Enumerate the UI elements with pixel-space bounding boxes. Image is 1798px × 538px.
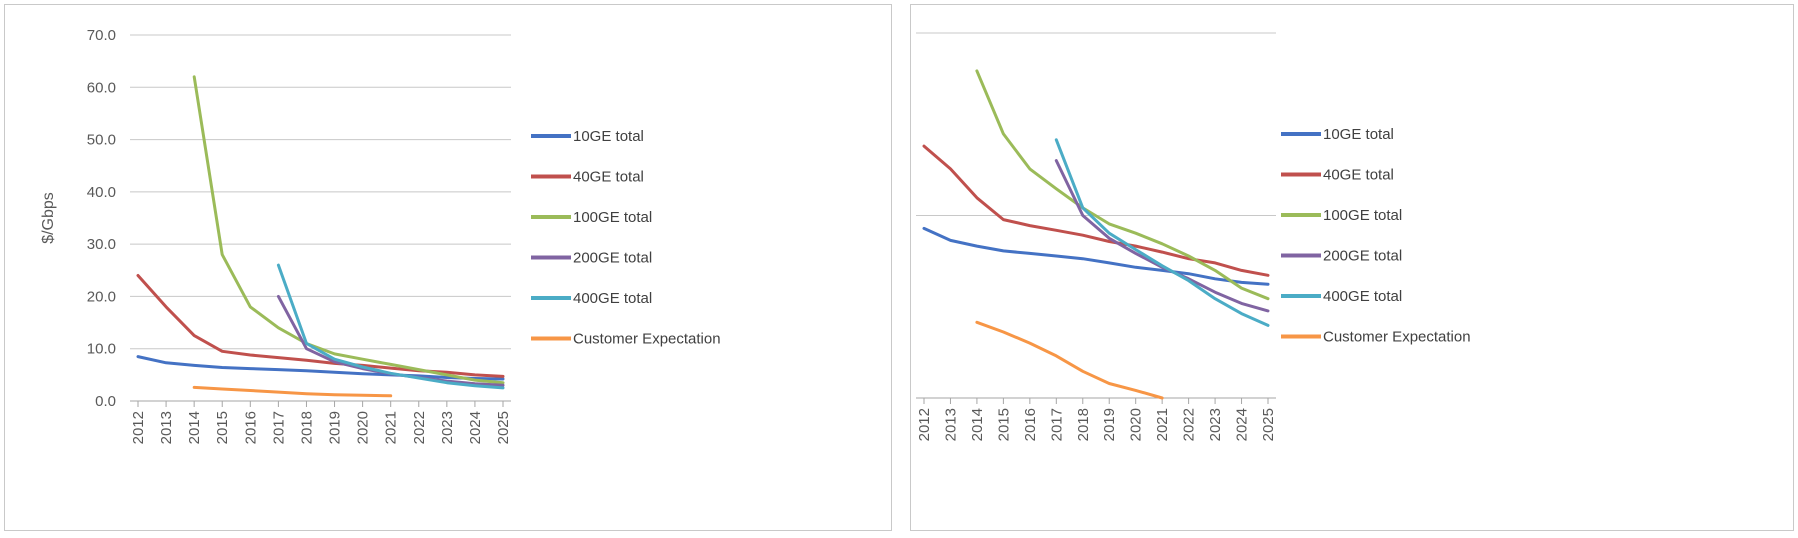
y-tick-label: 0.0 bbox=[95, 393, 116, 410]
x-tick-label: 2023 bbox=[439, 411, 456, 444]
legend-label-200ge-total: 200GE total bbox=[573, 250, 652, 267]
legend-label-200ge-total: 200GE total bbox=[1323, 248, 1402, 265]
x-tick-label: 2013 bbox=[942, 408, 959, 441]
x-tick-label: 2016 bbox=[1022, 408, 1039, 441]
series-line-customer-expectation bbox=[192, 385, 393, 398]
x-tick-label: 2020 bbox=[355, 411, 372, 444]
x-tick-label: 2023 bbox=[1207, 408, 1224, 441]
series-line-customer-expectation bbox=[975, 320, 1164, 400]
series-line-100ge-total bbox=[975, 69, 1270, 301]
legend-label-100ge-total: 100GE total bbox=[1323, 207, 1402, 224]
x-tick-label: 2013 bbox=[158, 411, 175, 444]
legend-label-100ge-total: 100GE total bbox=[573, 209, 652, 226]
x-tick-label: 2020 bbox=[1128, 408, 1145, 441]
x-tick-label: 2025 bbox=[1260, 408, 1277, 441]
x-tick-label: 2021 bbox=[1154, 408, 1171, 441]
x-tick-label: 2022 bbox=[411, 411, 428, 444]
y-tick-label: 40.0 bbox=[87, 184, 116, 201]
x-tick-label: 2025 bbox=[495, 411, 512, 444]
x-tick-label: 2018 bbox=[298, 411, 315, 444]
series-line-40ge-total bbox=[136, 274, 505, 378]
x-tick-label: 2015 bbox=[995, 408, 1012, 441]
x-tick-label: 2021 bbox=[383, 411, 400, 444]
y-tick-label: 30.0 bbox=[87, 236, 116, 253]
log-scale-chart: 110100$/Gbps2012201320142015201620172018… bbox=[916, 32, 1471, 441]
series-line-40ge-total bbox=[922, 144, 1270, 277]
x-tick-label: 2018 bbox=[1075, 408, 1092, 441]
legend-label-10ge-total: 10GE total bbox=[573, 128, 644, 145]
series-line-400ge-total bbox=[276, 263, 505, 390]
x-tick-label: 2022 bbox=[1181, 408, 1198, 441]
legend-label-400ge-total: 400GE total bbox=[573, 290, 652, 307]
y-tick-label: 20.0 bbox=[87, 288, 116, 305]
chart-panel-linear: 0.0 10.0 20.0 30.0 40.0 50.0 60.0 70.0 $/Gbps 201… bbox=[4, 4, 892, 531]
series-line-100ge-total bbox=[192, 75, 505, 385]
x-tick-label: 2019 bbox=[1101, 408, 1118, 441]
y-tick-label: 60.0 bbox=[87, 79, 116, 96]
linear-scale-chart: 0.0 10.0 20.0 30.0 40.0 50.0 60.0 70.0 $/Gbps 201… bbox=[40, 27, 721, 444]
legend-label-customer-expectation: Customer Expectation bbox=[573, 331, 721, 348]
legend-label-400ge-total: 400GE total bbox=[1323, 288, 1402, 305]
x-tick-label: 2017 bbox=[1048, 408, 1065, 441]
legend-label-40ge-total: 40GE total bbox=[573, 169, 644, 186]
x-tick-label: 2016 bbox=[242, 411, 259, 444]
series-line-10ge-total bbox=[922, 226, 1270, 286]
x-tick-label: 2014 bbox=[186, 411, 203, 444]
chart-panel-log: 110100$/Gbps2012201320142015201620172018… bbox=[910, 4, 1794, 531]
series-line-400ge-total bbox=[1054, 138, 1270, 327]
x-tick-label: 2014 bbox=[969, 408, 986, 441]
series-line-10ge-total bbox=[136, 355, 505, 381]
x-tick-label: 2024 bbox=[467, 411, 484, 444]
x-tick-label: 2015 bbox=[214, 411, 231, 444]
legend-label-customer-expectation: Customer Expectation bbox=[1323, 329, 1471, 346]
legend-label-40ge-total: 40GE total bbox=[1323, 167, 1394, 184]
x-tick-label: 2012 bbox=[130, 411, 147, 444]
y-tick-label: 70.0 bbox=[87, 27, 116, 44]
x-tick-label: 2012 bbox=[916, 408, 933, 441]
x-tick-label: 2024 bbox=[1234, 408, 1251, 441]
legend-label-10ge-total: 10GE total bbox=[1323, 126, 1394, 143]
y-tick-label: 10.0 bbox=[87, 341, 116, 358]
x-tick-label: 2019 bbox=[327, 411, 344, 444]
x-tick-label: 2017 bbox=[270, 411, 287, 444]
y-tick-label: 50.0 bbox=[87, 132, 116, 149]
y-axis-label: $/Gbps bbox=[40, 192, 57, 244]
